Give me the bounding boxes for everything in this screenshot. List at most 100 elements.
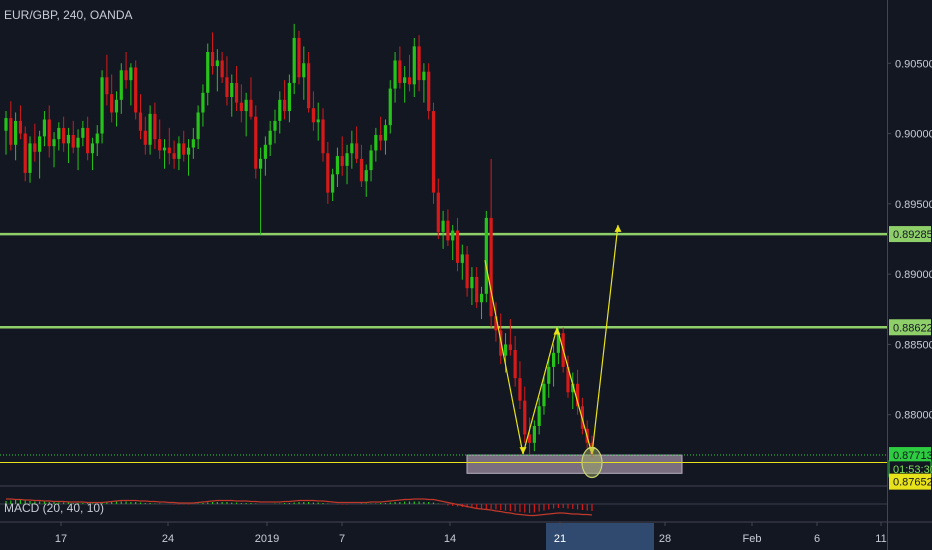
candle-body bbox=[417, 46, 421, 81]
candle-body bbox=[523, 400, 527, 435]
candle-body bbox=[14, 120, 18, 145]
time-tick-label: 6 bbox=[814, 533, 820, 545]
candle-body bbox=[571, 383, 575, 393]
candle-body bbox=[350, 143, 354, 154]
price-label-text: 0.88622 bbox=[893, 322, 932, 334]
candle-body bbox=[470, 276, 474, 289]
candle-body bbox=[81, 127, 85, 138]
candle-body bbox=[451, 230, 455, 241]
candle-body bbox=[282, 99, 287, 112]
candle-body bbox=[234, 82, 239, 103]
candle-body bbox=[316, 119, 320, 123]
candle-body bbox=[364, 170, 368, 182]
candle-body bbox=[335, 156, 340, 175]
time-tick-label: 17 bbox=[55, 533, 67, 545]
candle-body bbox=[446, 220, 450, 241]
candle-body bbox=[484, 217, 488, 294]
candle-body bbox=[455, 230, 460, 263]
candle-body bbox=[62, 127, 66, 144]
pattern-arrow-segment bbox=[556, 327, 593, 455]
candle-body bbox=[66, 134, 71, 144]
time-tick-label: 2019 bbox=[255, 533, 279, 545]
candle-body bbox=[95, 133, 99, 144]
time-tick-label: 21 bbox=[554, 533, 566, 545]
candle-body bbox=[407, 77, 412, 85]
price-tick-label: 0.88000 bbox=[895, 410, 932, 422]
price-label-text: 01:53:30 bbox=[893, 464, 932, 476]
candle-body bbox=[302, 63, 306, 78]
candle-body bbox=[542, 383, 546, 407]
price-label-text: 0.87713 bbox=[893, 450, 932, 462]
candle-body bbox=[210, 52, 215, 67]
candle-body bbox=[42, 119, 47, 137]
pattern-arrow-segment bbox=[484, 259, 524, 455]
candle-body bbox=[460, 254, 464, 263]
candle-body bbox=[90, 143, 95, 154]
candle-body bbox=[148, 113, 152, 145]
candle-body bbox=[201, 92, 205, 113]
candle-body bbox=[575, 383, 580, 407]
candle-body bbox=[4, 118, 8, 131]
candle-body bbox=[547, 366, 551, 384]
candle-body bbox=[268, 130, 272, 145]
time-tick-label: 28 bbox=[659, 533, 671, 545]
candle-body bbox=[398, 60, 402, 83]
arrowhead bbox=[588, 447, 596, 455]
support-zone bbox=[466, 454, 683, 474]
time-tick-label: 14 bbox=[444, 533, 456, 545]
chart-title: EUR/GBP, 240, OANDA bbox=[4, 8, 133, 22]
candle-body bbox=[138, 112, 143, 131]
price-label-text: 0.87652 bbox=[893, 477, 932, 489]
candle-body bbox=[503, 344, 508, 356]
candle-body bbox=[431, 111, 436, 193]
time-axis-highlight bbox=[546, 523, 654, 550]
candle-body bbox=[465, 254, 469, 289]
price-tick-label: 0.89000 bbox=[895, 269, 932, 281]
candle-body bbox=[196, 112, 200, 140]
candle-body bbox=[494, 316, 498, 331]
candle-body bbox=[124, 70, 128, 81]
price-tick-label: 0.89500 bbox=[895, 199, 932, 211]
candle-body bbox=[33, 143, 37, 152]
candle-body bbox=[100, 77, 104, 134]
target-ellipse bbox=[581, 446, 603, 479]
price-tick-label: 0.90000 bbox=[895, 129, 932, 141]
candle-body bbox=[110, 94, 114, 113]
candle-body bbox=[249, 99, 253, 117]
candle-body bbox=[153, 113, 157, 140]
candle-body bbox=[239, 102, 243, 112]
candle-body bbox=[475, 276, 479, 303]
price-label-box bbox=[889, 473, 931, 490]
candle-body bbox=[436, 192, 440, 232]
candle-body bbox=[57, 127, 61, 140]
candle-body bbox=[38, 136, 42, 152]
candle-body bbox=[287, 82, 291, 112]
candle-body bbox=[143, 130, 147, 145]
candle-body bbox=[186, 147, 191, 155]
candle-body bbox=[331, 174, 335, 193]
candle-body bbox=[28, 143, 32, 173]
candle-body bbox=[403, 77, 407, 83]
candle-body bbox=[177, 143, 181, 159]
candle-body bbox=[52, 139, 56, 147]
candle-body bbox=[374, 134, 378, 151]
candle-body bbox=[263, 144, 267, 159]
arrowhead bbox=[614, 224, 622, 232]
candle-body bbox=[489, 217, 493, 317]
candle-body bbox=[383, 125, 388, 141]
candle-body bbox=[311, 108, 316, 123]
candle-body bbox=[278, 99, 282, 121]
candle-body bbox=[359, 158, 364, 182]
candle-body bbox=[273, 120, 277, 131]
pattern-arrow-segment bbox=[522, 327, 558, 455]
candle-body bbox=[182, 143, 186, 155]
candle-body bbox=[215, 60, 219, 67]
macd-label: MACD (20, 40, 10) bbox=[4, 501, 105, 515]
candle-body bbox=[388, 88, 392, 126]
candle-body bbox=[441, 220, 445, 232]
candle-body bbox=[479, 293, 484, 303]
time-tick-label: Feb bbox=[743, 533, 762, 545]
time-tick-label: 11 bbox=[875, 533, 886, 545]
candle-body bbox=[345, 153, 349, 166]
